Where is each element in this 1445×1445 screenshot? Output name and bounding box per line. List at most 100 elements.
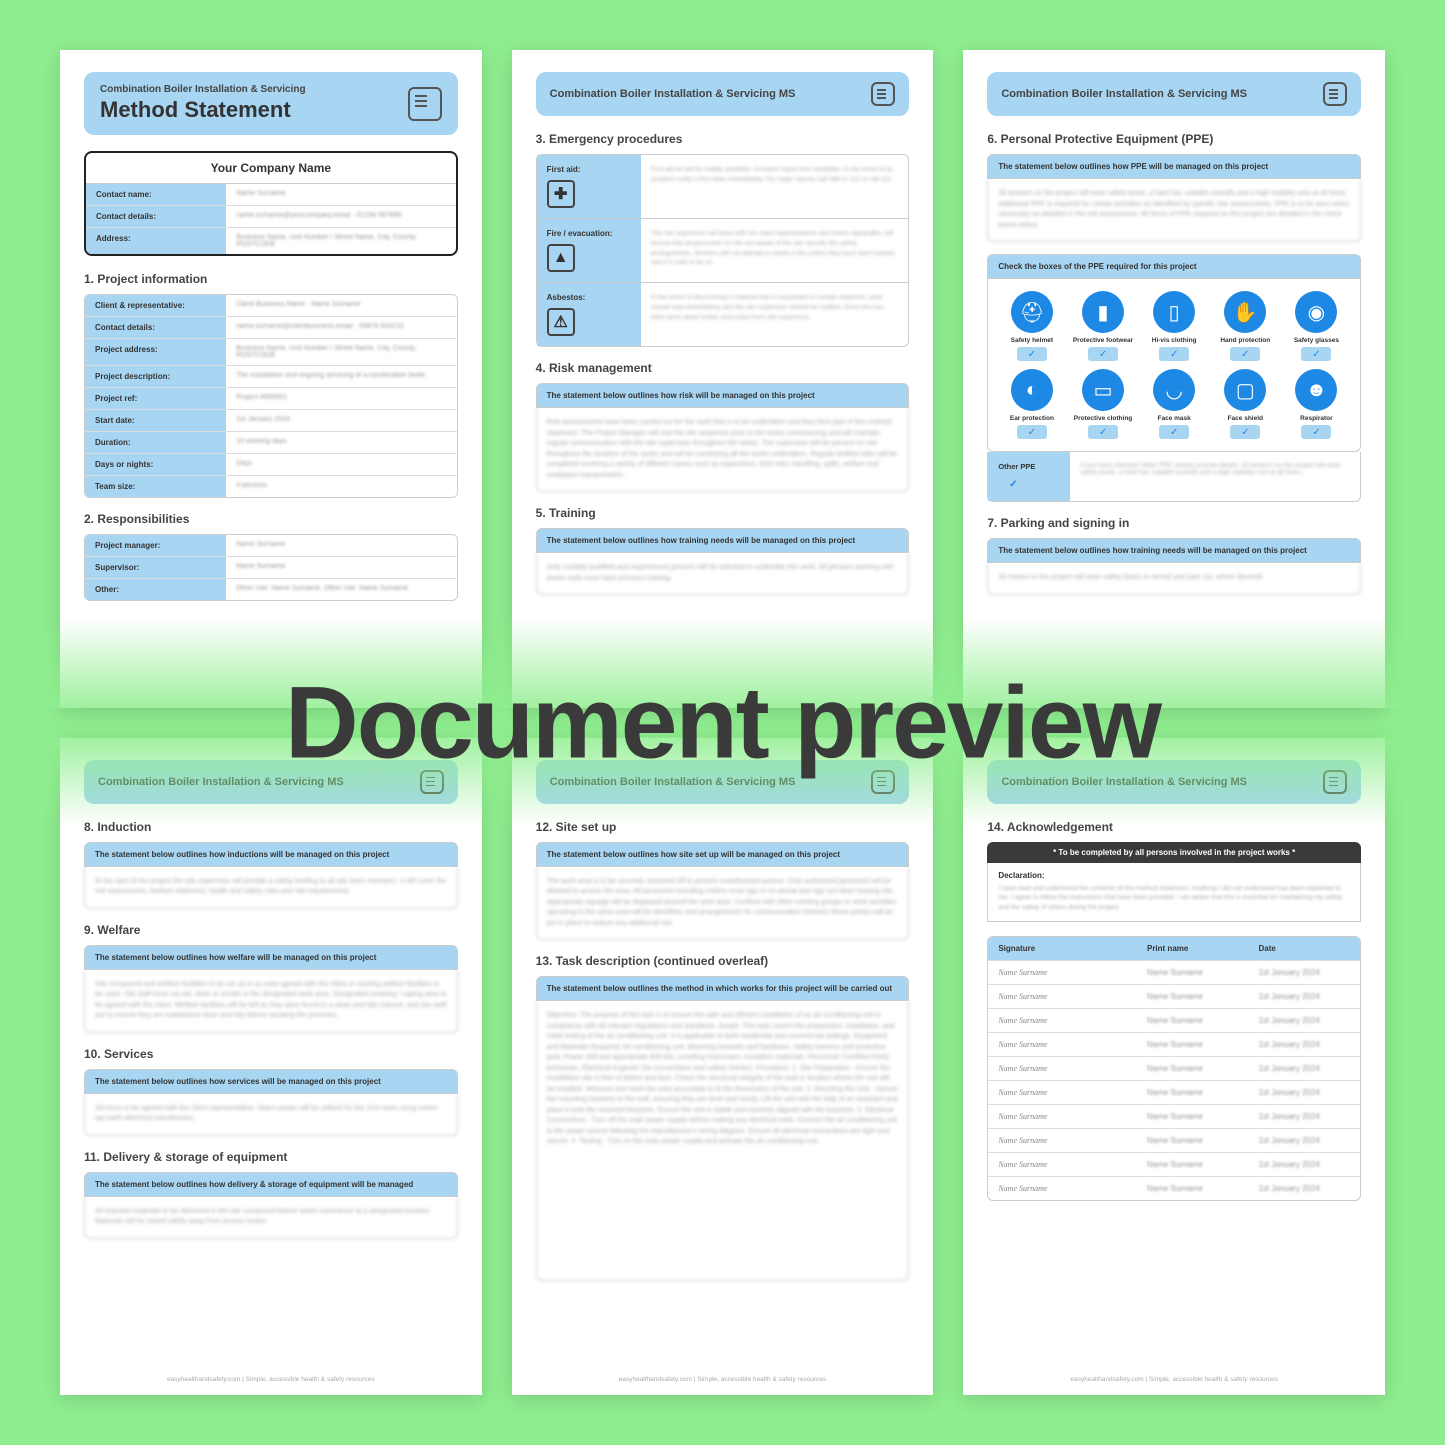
ppe-checkbox[interactable]: ✓ [1159,347,1189,361]
signature-row: Name SurnameName Surname1st January 2024 [988,1008,1360,1032]
ppe-checkbox[interactable]: ✓ [1301,425,1331,439]
name-cell: Name Surname [1137,961,1248,984]
ppe-checkbox[interactable]: ✓ [1230,425,1260,439]
page-header: Combination Boiler Installation & Servic… [987,72,1361,116]
page-header: Combination Boiler Installation & Servic… [536,760,910,804]
doc-subtitle: Combination Boiler Installation & Servic… [100,84,306,95]
ppe-checkbox[interactable]: ✓ [1230,347,1260,361]
document-icon [871,770,895,794]
row-value: 4 persons [226,476,456,497]
ppe-checkbox[interactable]: ✓ [1017,425,1047,439]
section-11-body: All required materials to be delivered t… [84,1197,458,1239]
signature-row: Name SurnameName Surname1st January 2024 [988,1056,1360,1080]
date-cell: 1st January 2024 [1248,1105,1359,1128]
col-print-name: Print name [1137,937,1248,960]
signature-cell: Name Surname [988,1129,1137,1152]
ppe-checkbox[interactable]: ✓ [1159,425,1189,439]
page-2: Combination Boiler Installation & Servic… [512,50,934,708]
signature-cell: Name Surname [988,1033,1137,1056]
doc-title: Combination Boiler Installation & Servic… [1001,776,1247,788]
ppe-icon: ◉ [1295,291,1337,333]
signature-header: Signature Print name Date [988,937,1360,960]
date-cell: 1st January 2024 [1248,1057,1359,1080]
page-3: Combination Boiler Installation & Servic… [963,50,1385,708]
signature-row: Name SurnameName Surname1st January 2024 [988,1152,1360,1176]
info-row: Project ref:Project #000001 [85,388,457,410]
document-icon [408,87,442,121]
info-row: Project address:Business Name, Unit Numb… [85,339,457,366]
ppe-label: Ear protection [1000,415,1063,422]
section-10-title: 10. Services [84,1047,458,1061]
row-label: Days or nights: [85,454,226,475]
ppe-label: Safety helmet [1000,337,1063,344]
signature-row: Name SurnameName Surname1st January 2024 [988,1032,1360,1056]
row-label: Client & representative: [85,295,226,316]
ppe-label: Face mask [1143,415,1206,422]
page-footer: easyhealthandsafety.com | Simple, access… [536,1376,910,1383]
signature-cell: Name Surname [988,1057,1137,1080]
name-cell: Name Surname [1137,1081,1248,1104]
signature-cell: Name Surname [988,1105,1137,1128]
page-5: Combination Boiler Installation & Servic… [512,738,934,1396]
emergency-body: First aid kit will be readily available.… [641,155,909,218]
ppe-label: Hi-vis clothing [1143,337,1206,344]
ppe-item: ✋Hand protection✓ [1214,291,1277,361]
section-11-stmt: The statement below outlines how deliver… [84,1172,458,1197]
name-cell: Name Surname [1137,1129,1248,1152]
row-label: Contact name: [86,184,226,205]
contact-row: Contact name:Name Surname [86,184,456,206]
emergency-icon: ▲ [547,244,575,272]
ppe-icon: ◐ [1011,369,1053,411]
name-cell: Name Surname [1137,985,1248,1008]
section-2-title: 2. Responsibilities [84,512,458,526]
ppe-icon: ▮ [1082,291,1124,333]
signature-row: Name SurnameName Surname1st January 2024 [988,1128,1360,1152]
ack-banner: * To be completed by all persons involve… [987,842,1361,863]
section-13-stmt: The statement below outlines the method … [536,976,910,1001]
page-header: Combination Boiler Installation & Servic… [536,72,910,116]
ppe-item: ◐ Ear protection ✓ [1000,369,1063,439]
date-cell: 1st January 2024 [1248,1081,1359,1104]
doc-title: Combination Boiler Installation & Servic… [98,776,344,788]
signature-cell: Name Surname [988,1153,1137,1176]
ppe-icon: ☻ [1295,369,1337,411]
row-label: Team size: [85,476,226,497]
row-value: 10 working days [226,432,456,453]
ppe-label: Face shield [1214,415,1277,422]
section-13-body: Objective: The purpose of this task is t… [536,1001,910,1281]
ppe-item: ☻ Respirator ✓ [1285,369,1348,439]
section-6-title: 6. Personal Protective Equipment (PPE) [987,132,1361,146]
row-value: Other role: Name Surname, Other role: Na… [226,579,456,600]
signature-table: Signature Print name Date Name SurnameNa… [987,936,1361,1201]
row-value: 1st January 2024 [226,410,456,431]
row-label: Start date: [85,410,226,431]
responsibilities-table: Project manager:Name SurnameSupervisor:N… [84,534,458,601]
ppe-checkbox[interactable]: ✓ [1088,425,1118,439]
name-cell: Name Surname [1137,1153,1248,1176]
section-9-stmt: The statement below outlines how welfare… [84,945,458,970]
section-11-title: 11. Delivery & storage of equipment [84,1150,458,1164]
date-cell: 1st January 2024 [1248,1177,1359,1200]
ppe-item: ▯Hi-vis clothing✓ [1143,291,1206,361]
ppe-checkbox[interactable]: ✓ [1301,347,1331,361]
emergency-row: Fire / evacuation:▲The site supervisor w… [536,218,910,282]
section-8-stmt: The statement below outlines how inducti… [84,842,458,867]
ppe-checkbox[interactable]: ✓ [1017,347,1047,361]
ppe-item: ⛑Safety helmet✓ [1000,291,1063,361]
emergency-label: First aid:✚ [537,155,641,218]
ppe-item: ▮ Protective footwear ✓ [1071,291,1134,361]
row-label: Project address: [85,339,226,365]
row-label: Duration: [85,432,226,453]
row-value: Name Surname [226,535,456,556]
section-3-title: 3. Emergency procedures [536,132,910,146]
other-ppe-check[interactable]: ✓ [998,477,1028,491]
ppe-icon: ✋ [1224,291,1266,333]
emergency-label: Fire / evacuation:▲ [537,219,641,282]
name-cell: Name Surname [1137,1033,1248,1056]
document-icon [1323,82,1347,106]
ppe-label: Respirator [1285,415,1348,422]
ppe-checkbox[interactable]: ✓ [1088,347,1118,361]
section-12-title: 12. Site set up [536,820,910,834]
ppe-item: ▢Face shield✓ [1214,369,1277,439]
ppe-label: Protective footwear [1071,337,1134,344]
